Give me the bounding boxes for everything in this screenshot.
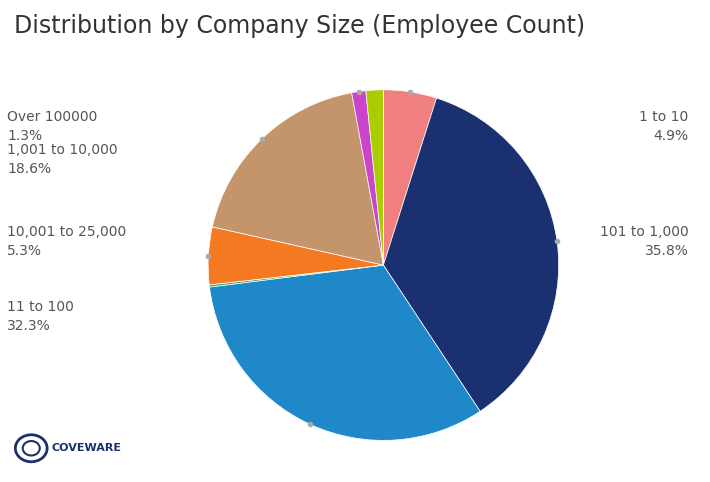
Text: 32.3%: 32.3%	[7, 319, 51, 333]
Wedge shape	[208, 227, 383, 285]
Wedge shape	[212, 93, 383, 265]
Wedge shape	[209, 265, 480, 441]
Text: 35.8%: 35.8%	[645, 243, 689, 257]
Text: 101 to 1,000: 101 to 1,000	[600, 225, 689, 239]
Text: 1.3%: 1.3%	[7, 129, 42, 143]
Text: 1 to 10: 1 to 10	[640, 110, 689, 124]
Wedge shape	[351, 91, 383, 265]
Text: Distribution by Company Size (Employee Count): Distribution by Company Size (Employee C…	[14, 14, 585, 39]
Text: Over 100000: Over 100000	[7, 110, 97, 124]
Text: 4.9%: 4.9%	[654, 129, 689, 143]
Text: 10,001 to 25,000: 10,001 to 25,000	[7, 225, 126, 239]
Wedge shape	[209, 265, 383, 287]
Text: COVEWARE: COVEWARE	[51, 443, 121, 453]
Text: 18.6%: 18.6%	[7, 161, 51, 175]
Wedge shape	[383, 90, 437, 265]
Text: 11 to 100: 11 to 100	[7, 300, 74, 314]
Text: 1,001 to 10,000: 1,001 to 10,000	[7, 143, 118, 157]
Wedge shape	[366, 90, 383, 265]
Wedge shape	[383, 98, 559, 411]
Text: 5.3%: 5.3%	[7, 243, 42, 257]
